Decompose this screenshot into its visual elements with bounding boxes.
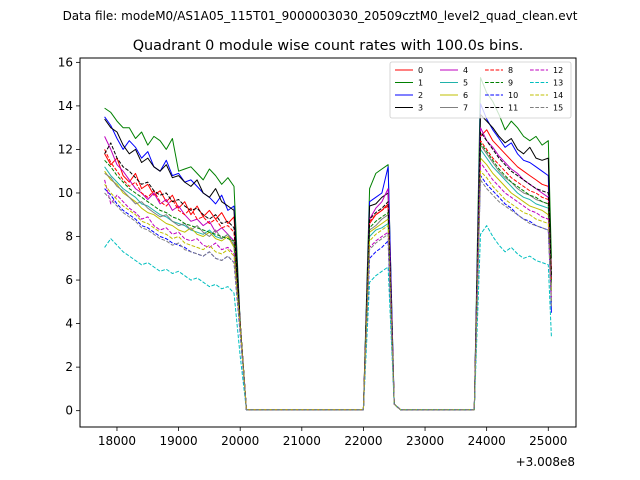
legend-label-2: 2 (418, 91, 423, 100)
y-axis: 0 2 4 6 8 10 12 14 16 (58, 55, 80, 418)
legend-label-0: 0 (418, 66, 423, 75)
x-tick-label: 20000 (221, 434, 259, 448)
x-tick-label: 18000 (98, 434, 136, 448)
legend-label-4: 4 (463, 66, 468, 75)
legend-label-8: 8 (508, 66, 513, 75)
legend-label-12: 12 (553, 66, 563, 75)
legend-label-10: 10 (508, 91, 518, 100)
y-tick-label: 8 (65, 230, 73, 244)
y-tick-label: 0 (65, 404, 73, 418)
y-tick-label: 10 (58, 186, 73, 200)
y-tick-label: 6 (65, 273, 73, 287)
data-file-label: Data file: modeM0/AS1A05_115T01_90000030… (63, 9, 578, 23)
legend-label-11: 11 (508, 104, 518, 113)
legend-box (389, 61, 572, 119)
x-tick-label: 25000 (529, 434, 567, 448)
x-tick-label: 19000 (159, 434, 197, 448)
legend-label-9: 9 (508, 79, 513, 88)
chart-title: Quadrant 0 module wise count rates with … (133, 38, 524, 54)
x-axis: 18000 19000 20000 21000 22000 23000 24000 25000 (98, 427, 567, 448)
y-tick-label: 16 (58, 55, 73, 69)
x-tick-label: 22000 (344, 434, 382, 448)
y-tick-label: 14 (58, 99, 73, 113)
legend-label-14: 14 (553, 91, 563, 100)
x-tick-label: 24000 (468, 434, 506, 448)
axes-frame (79, 57, 577, 428)
plot-area (79, 57, 577, 428)
legend-label-6: 6 (463, 91, 468, 100)
legend-label-13: 13 (553, 79, 563, 88)
series-group (104, 77, 552, 411)
x-tick-label: 21000 (283, 434, 321, 448)
legend-label-3: 3 (418, 104, 423, 113)
y-tick-label: 12 (58, 142, 73, 156)
x-offset-label: +3.008e8 (516, 455, 575, 469)
legend-label-15: 15 (553, 104, 563, 113)
axes-background (80, 58, 576, 427)
x-tick-label: 23000 (406, 434, 444, 448)
legend-label-7: 7 (463, 104, 468, 113)
legend-label-1: 1 (418, 79, 423, 88)
legend-label-5: 5 (463, 79, 468, 88)
y-tick-label: 4 (65, 317, 73, 331)
y-tick-label: 2 (65, 360, 73, 374)
